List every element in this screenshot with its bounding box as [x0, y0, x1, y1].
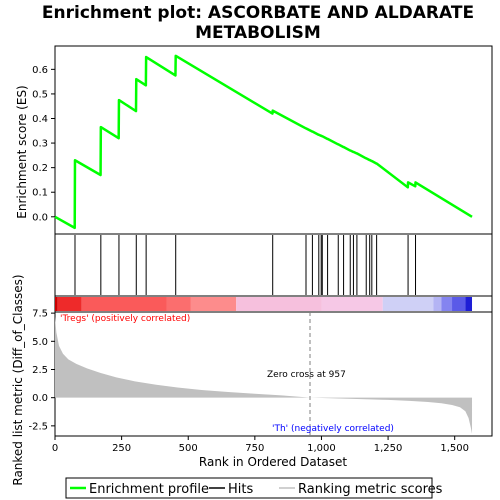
heatmap-segment: [441, 297, 453, 311]
es-y-tick-label: 0.5: [32, 89, 48, 100]
x-axis: 0 250 500 750 1,000 1,250 1,500: [52, 436, 469, 454]
metric-y-label: Ranked list metric (Diff_of_Classes): [11, 274, 25, 485]
es-y-tick-label: 0.6: [32, 65, 48, 76]
legend-enrichment-label: Enrichment profile: [89, 482, 209, 497]
heatmap-segment: [452, 297, 466, 311]
metric-y-tick-label: 0.0: [32, 393, 48, 404]
x-tick-label: 250: [112, 443, 131, 454]
metric-y-tick-label: 7.5: [32, 309, 48, 320]
heatmap-segment: [57, 297, 82, 311]
x-axis-label: Rank in Ordered Dataset: [199, 455, 347, 469]
x-tick-label: 1,500: [440, 443, 469, 454]
es-profile-line: [54, 54, 473, 230]
es-y-tick-label: 0.3: [32, 139, 48, 150]
es-y-tick-label: 0.2: [32, 163, 48, 174]
es-y-tick-label: 0.1: [32, 188, 48, 199]
legend-frame: [65, 477, 433, 499]
x-tick-label: 750: [245, 443, 264, 454]
chart-title-line2: METABOLISM: [195, 23, 321, 43]
x-tick-label: 500: [179, 443, 198, 454]
metric-y-tick-label: 5.0: [32, 337, 48, 348]
legend: Enrichment profile Hits Ranking metric s…: [65, 477, 443, 499]
heatmap-segment: [465, 297, 473, 311]
heatmap-segment: [382, 297, 434, 311]
es-panel-frame: [54, 45, 493, 235]
ranking-heatmap: [54, 295, 493, 313]
es-y-tick-label: 0.4: [32, 114, 48, 125]
metric-panel-frame: [54, 311, 493, 437]
x-tick-label: 0: [52, 443, 58, 454]
positive-correlation-note: 'Tregs' (positively correlated): [60, 314, 190, 324]
x-tick-label: 1,000: [307, 443, 336, 454]
es-y-axis: 0.0 0.1 0.2 0.3 0.4 0.5 0.6: [32, 65, 55, 223]
metric-y-axis: -2.5 0.0 2.5 5.0 7.5: [28, 309, 55, 432]
heatmap-segment: [81, 297, 167, 311]
es-y-label: Enrichment score (ES): [15, 85, 29, 218]
heatmap-segment: [433, 297, 442, 311]
heatmap-segment: [55, 297, 58, 311]
es-y-tick-label: 0.0: [32, 212, 48, 223]
heatmap-segment: [190, 297, 237, 311]
hits-panel: [54, 233, 493, 297]
zero-cross-note: Zero cross at 957: [267, 370, 346, 380]
hits-panel-frame: [54, 233, 493, 297]
metric-panel: -2.5 0.0 2.5 5.0 7.5 'Tregs' (positively cor…: [11, 274, 493, 486]
es-panel: 0.0 0.1 0.2 0.3 0.4 0.5 0.6 Enrichment score (…: [15, 45, 493, 235]
heatmap-segment: [166, 297, 191, 311]
metric-y-tick-label: 2.5: [32, 365, 48, 376]
heatmap-segment: [321, 297, 383, 311]
x-tick-label: 1,250: [374, 443, 403, 454]
hit-markers: [74, 235, 417, 295]
legend-metric-label: Ranking metric scores: [298, 482, 443, 497]
metric-y-tick-label: -2.5: [28, 421, 48, 432]
heatmap-segments: [55, 297, 473, 311]
heatmap-segment: [236, 297, 322, 311]
legend-hits-label: Hits: [228, 482, 253, 497]
chart-title-line1: Enrichment plot: ASCORBATE AND ALDARATE: [42, 3, 474, 23]
negative-correlation-note: 'Th' (negatively correlated): [272, 424, 394, 434]
